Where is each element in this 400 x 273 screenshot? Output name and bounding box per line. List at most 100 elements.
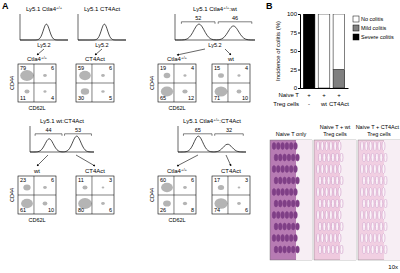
tick-label: 25 xyxy=(290,67,297,73)
crypt xyxy=(321,142,324,151)
bar xyxy=(303,14,315,15)
crypt xyxy=(340,199,343,208)
text-part: 71 xyxy=(214,95,220,101)
text-part: Ly5.2 xyxy=(208,42,221,48)
crypt xyxy=(283,200,287,207)
legend: No colitisMild colitisSevere colitis xyxy=(353,16,394,40)
table-cell: + xyxy=(337,92,341,98)
crypt xyxy=(338,211,341,220)
crypt xyxy=(336,176,339,185)
quadrant-value: 11 xyxy=(78,177,84,183)
histogram-title: Ly5.1 Ctla4+/+:CT4Act xyxy=(183,117,241,125)
histology-label: Naive T + CT4Act xyxy=(356,124,400,130)
dot-plot-label: CT4Act xyxy=(221,168,241,174)
axis-label: CD62L xyxy=(168,105,185,111)
panel-label: B xyxy=(266,1,273,11)
text-part: CD44 xyxy=(149,188,155,202)
text-part: 11 xyxy=(78,177,84,183)
crypt xyxy=(367,153,370,162)
cell-cloud xyxy=(102,186,105,188)
crypt xyxy=(274,177,278,184)
text-part: 44 xyxy=(45,127,51,133)
histogram-title: Ly5.1 Ctla4+/+:wt xyxy=(193,5,237,13)
crypt xyxy=(334,234,337,243)
crypt xyxy=(336,222,339,231)
quadrant-value: 4 xyxy=(245,65,248,71)
histology-label: Treg cells xyxy=(323,131,347,137)
text-part: 61 xyxy=(20,207,26,213)
plot-frame xyxy=(18,176,56,214)
crypt xyxy=(272,235,276,242)
text-part: 10x xyxy=(388,264,398,270)
dot-plot-label: wt xyxy=(227,56,234,62)
crypt xyxy=(329,188,332,197)
histology-label: Treg cells xyxy=(367,131,391,137)
y-tick: 50 xyxy=(290,48,300,54)
text-part: 8 xyxy=(191,207,194,213)
text-part: Ly5.1 Ctla4 xyxy=(193,6,224,12)
crypt xyxy=(382,142,385,151)
histogram-axes xyxy=(20,14,68,40)
dot-plot: CT4Act113806 xyxy=(76,168,114,214)
quadrant-value: 80 xyxy=(78,207,84,213)
axis-label: CD62L xyxy=(28,105,45,111)
text-part: 23 xyxy=(20,177,26,183)
histology-panel: Naive T + CT4ActTreg cells xyxy=(356,124,400,260)
crypt xyxy=(272,212,276,219)
superscript: +/+ xyxy=(56,5,63,10)
cell-cloud xyxy=(43,186,47,189)
text-part: 52 xyxy=(195,15,201,21)
crypt xyxy=(319,222,322,231)
quadrant-value: 8 xyxy=(191,207,194,213)
quadrant-value: 6 xyxy=(51,177,54,183)
quadrant-value: 26 xyxy=(160,207,166,213)
crypt xyxy=(317,234,320,243)
dot-plot: Ctla4+/+796114 xyxy=(18,55,56,103)
crypt xyxy=(367,245,370,254)
crypt xyxy=(323,199,326,208)
crypt xyxy=(327,245,330,254)
legend-swatch xyxy=(353,34,359,40)
crypt xyxy=(327,199,330,208)
quadrant-value: 15 xyxy=(214,65,220,71)
text-part: B xyxy=(266,1,273,11)
arrow xyxy=(37,155,48,166)
quadrant-value: 30 xyxy=(78,95,84,101)
legend-label: Severe colitis xyxy=(361,34,394,40)
cell-cloud xyxy=(43,74,47,77)
text-part: CD44 xyxy=(9,188,15,202)
table-cell: + xyxy=(307,92,311,98)
histology-panel: Naive T only xyxy=(270,131,312,260)
crypt xyxy=(279,177,283,184)
crypt xyxy=(363,199,366,208)
cell-cloud xyxy=(24,89,29,93)
crypt xyxy=(287,246,291,253)
crypt xyxy=(291,154,295,161)
quadrant-value: 5 xyxy=(109,95,112,101)
arrow xyxy=(37,49,44,55)
axis-label: CD44 xyxy=(149,188,155,202)
cell-cloud xyxy=(23,185,30,191)
quadrant-value: 4 xyxy=(51,95,54,101)
histogram-axes xyxy=(175,14,255,40)
axis-label: CD44 xyxy=(9,188,15,202)
crypt xyxy=(375,153,378,162)
text-part: 65 xyxy=(195,127,201,133)
dot-plot: Ctla4+/+606268 xyxy=(158,167,196,215)
crypt xyxy=(382,211,385,220)
dot-plot: wt2366110 xyxy=(18,168,56,214)
crypt xyxy=(373,211,376,220)
table-cell: wt xyxy=(320,101,327,107)
quadrant-value: 65 xyxy=(160,95,166,101)
crypt xyxy=(338,234,341,243)
crypt xyxy=(317,142,320,151)
text-part: Ctla4 xyxy=(167,56,182,62)
crypt xyxy=(325,142,328,151)
quadrant-line xyxy=(18,83,56,84)
crypt xyxy=(336,153,339,162)
text-part: Ctla4 xyxy=(167,168,182,174)
text-part: + xyxy=(337,92,341,98)
x-axis-line xyxy=(301,88,349,89)
crypt xyxy=(279,223,283,230)
crypt xyxy=(361,188,364,197)
